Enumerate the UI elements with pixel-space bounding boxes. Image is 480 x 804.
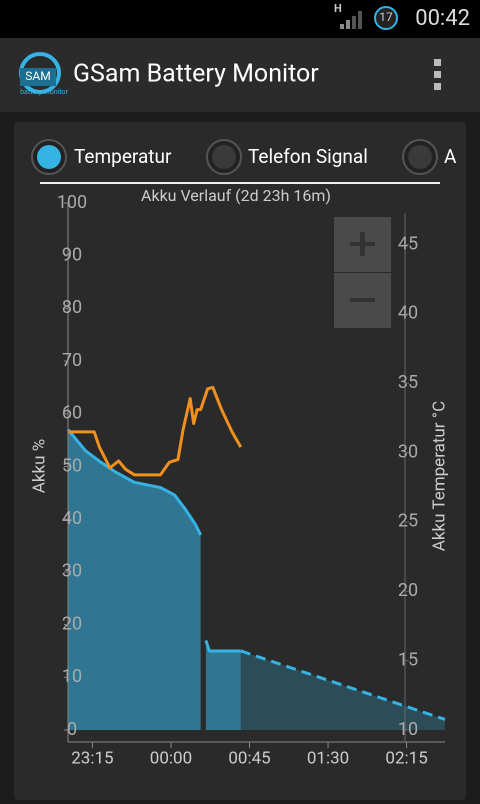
tab-temperatur[interactable]: Temperatur — [31, 139, 172, 175]
y-label: Akku % — [29, 439, 49, 493]
area — [240, 650, 445, 730]
line — [66, 428, 241, 653]
tab-more[interactable]: A — [402, 139, 457, 175]
y-tick-label: 50 — [62, 455, 82, 476]
logo-subtitle: battery monitor — [20, 88, 68, 96]
y2-tick-label: 10 — [398, 719, 418, 740]
y-tick-label: 20 — [62, 613, 82, 634]
tab-clip — [456, 135, 466, 180]
y-tick-label: 90 — [62, 244, 82, 265]
tab-signal[interactable]: Telefon Signal — [206, 139, 368, 175]
area — [68, 429, 241, 730]
app-title: GSam Battery Monitor — [73, 60, 319, 89]
x-tick-label: 01:30 — [307, 748, 349, 768]
plot — [66, 385, 446, 730]
zoom-controls — [334, 217, 391, 328]
y-tick-label: 40 — [62, 508, 82, 529]
y2-tick-label: 15 — [398, 649, 418, 670]
network-type: H — [334, 2, 342, 15]
tab-label: Temperatur — [74, 145, 172, 168]
x-tick-label: 02:15 — [385, 748, 427, 768]
x-tick-label: 00:00 — [150, 748, 192, 768]
line — [240, 649, 446, 721]
y-tick-label: 10 — [62, 666, 82, 687]
x-tick-label: 23:15 — [71, 748, 113, 768]
logo-plate — [20, 68, 56, 86]
y2-tick-label: 35 — [398, 372, 418, 393]
y2-tick-label: 25 — [398, 511, 418, 532]
tab-label: Telefon Signal — [248, 145, 368, 168]
overflow-menu[interactable] — [434, 59, 441, 90]
line — [68, 385, 243, 477]
y2-tick-label: 40 — [398, 303, 418, 324]
y2-tick-label: 30 — [398, 441, 418, 462]
y-tick-label: 60 — [62, 403, 82, 424]
y2-tick-label: 45 — [398, 233, 418, 254]
battery-badge-text: 17 — [379, 10, 393, 24]
y-tick-label: 80 — [62, 297, 82, 318]
battery-badge — [374, 6, 398, 30]
chart-title: Akku Verlauf (2d 23h 16m) — [141, 186, 331, 205]
x-tick-label: 00:45 — [228, 748, 270, 768]
signal-icon — [340, 11, 362, 29]
y2-tick-label: 20 — [398, 580, 418, 601]
status-bar — [0, 0, 480, 38]
tab-label: A — [444, 145, 457, 168]
y-tick-label: 100 — [57, 192, 87, 213]
app-bar — [0, 38, 480, 112]
y-tick-label: 0 — [67, 719, 77, 740]
y-tick-label: 30 — [62, 561, 82, 582]
y-tick-label: 70 — [62, 350, 82, 371]
logo-text: SAM — [25, 69, 50, 83]
clock: 00:42 — [415, 6, 470, 31]
y2-label: Akku Temperatur °C — [429, 401, 449, 551]
